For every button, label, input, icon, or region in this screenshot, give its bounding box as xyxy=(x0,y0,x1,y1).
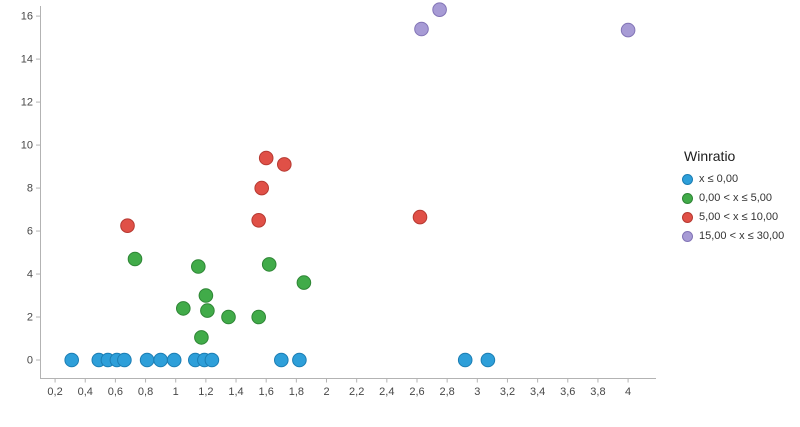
x-tick-label: 2,4 xyxy=(379,386,394,398)
data-point[interactable] xyxy=(64,352,79,368)
legend-items: x ≤ 0,00 0,00 < x ≤ 5,00 5,00 < x ≤ 10,00 1… xyxy=(682,173,784,242)
x-tick-label: 3,4 xyxy=(530,386,545,398)
data-point[interactable] xyxy=(117,352,132,368)
x-tick-label: 3,2 xyxy=(500,386,515,398)
y-tick-label: 4 xyxy=(27,269,33,281)
data-point[interactable] xyxy=(292,352,307,368)
x-tick-label: 1,2 xyxy=(198,386,213,398)
data-point[interactable] xyxy=(251,213,267,228)
data-point[interactable] xyxy=(261,257,277,272)
x-tick-label: 1,4 xyxy=(228,386,243,398)
x-tick-label: 3,6 xyxy=(560,386,575,398)
legend-marker-icon xyxy=(682,211,693,223)
y-tick-label: 14 xyxy=(21,54,33,66)
x-tick-label: 2,8 xyxy=(439,386,454,398)
x-tick-label: 4 xyxy=(625,386,631,398)
legend-marker-icon xyxy=(682,230,693,242)
data-point[interactable] xyxy=(254,180,270,196)
data-point[interactable] xyxy=(432,2,447,17)
data-point[interactable] xyxy=(258,150,274,166)
data-point[interactable] xyxy=(457,352,473,368)
legend-item-label: 0,00 < x ≤ 5,00 xyxy=(699,192,773,204)
x-tick-label: 1,8 xyxy=(289,386,304,398)
x-tick-label: 2,2 xyxy=(349,386,364,398)
data-point[interactable] xyxy=(274,352,289,368)
legend-item-label: 15,00 < x ≤ 30,00 xyxy=(699,230,785,242)
legend-item[interactable]: 15,00 < x ≤ 30,00 xyxy=(682,230,784,242)
legend-marker-icon xyxy=(682,173,693,185)
data-point[interactable] xyxy=(221,309,236,325)
y-tick-label: 6 xyxy=(27,226,33,238)
y-tick-label: 2 xyxy=(27,312,33,324)
y-tick-label: 16 xyxy=(21,11,33,23)
y-tick-label: 8 xyxy=(27,183,33,195)
data-point[interactable] xyxy=(296,275,312,290)
data-point[interactable] xyxy=(127,251,143,267)
legend-item-label: 5,00 < x ≤ 10,00 xyxy=(699,211,779,223)
legend-item[interactable]: 5,00 < x ≤ 10,00 xyxy=(682,211,784,223)
legend-marker-icon xyxy=(682,192,693,204)
legend-item-label: x ≤ 0,00 xyxy=(699,173,739,185)
data-point[interactable] xyxy=(166,352,182,368)
data-point[interactable] xyxy=(194,330,209,345)
data-point[interactable] xyxy=(412,209,428,225)
data-point[interactable] xyxy=(620,22,636,38)
data-point[interactable] xyxy=(139,352,155,368)
data-point[interactable] xyxy=(277,157,292,172)
x-tick-label: 0,6 xyxy=(108,386,123,398)
legend-item[interactable]: 0,00 < x ≤ 5,00 xyxy=(682,192,784,204)
y-tick-label: 10 xyxy=(21,140,33,152)
x-tick-label: 0,8 xyxy=(138,386,153,398)
x-tick-label: 2 xyxy=(323,386,329,398)
data-point[interactable] xyxy=(176,301,191,316)
legend-item[interactable]: x ≤ 0,00 xyxy=(682,173,784,185)
y-tick-label: 12 xyxy=(21,97,33,109)
data-point[interactable] xyxy=(191,259,206,274)
chart-legend: Winratio x ≤ 0,00 0,00 < x ≤ 5,00 5,00 < x… xyxy=(682,148,784,249)
x-tick-label: 3 xyxy=(474,386,480,398)
x-tick-label: 0,4 xyxy=(78,386,93,398)
legend-title: Winratio xyxy=(684,148,736,164)
data-point[interactable] xyxy=(204,352,220,368)
data-point[interactable] xyxy=(153,352,168,368)
data-point[interactable] xyxy=(120,218,135,233)
x-tick-label: 3,8 xyxy=(590,386,605,398)
data-point[interactable] xyxy=(200,303,215,318)
y-tick-label: 0 xyxy=(27,355,33,367)
data-point[interactable] xyxy=(198,288,214,303)
x-tick-label: 1 xyxy=(173,386,179,398)
x-tick-label: 0,2 xyxy=(47,386,62,398)
x-tick-label: 1,6 xyxy=(259,386,274,398)
data-point[interactable] xyxy=(414,21,429,37)
x-tick-label: 2,6 xyxy=(409,386,424,398)
data-point[interactable] xyxy=(251,309,267,325)
data-point[interactable] xyxy=(480,352,496,368)
